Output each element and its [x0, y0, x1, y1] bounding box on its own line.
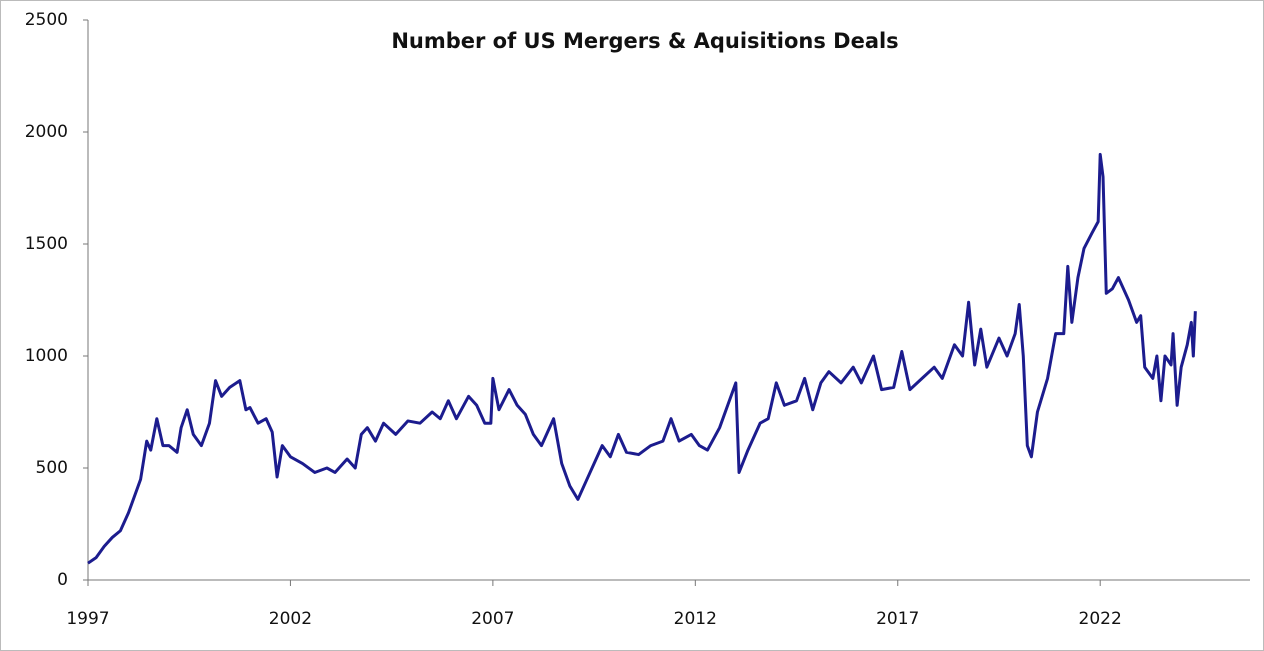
x-tick-label: 2002 [269, 609, 312, 629]
y-tick-label: 500 [36, 458, 68, 478]
x-tick-label: 1997 [66, 609, 109, 629]
x-tick-label: 2017 [876, 609, 919, 629]
chart-title: Number of US Mergers & Aquisitions Deals [391, 29, 898, 53]
y-tick-label: 0 [57, 570, 68, 590]
x-tick-label: 2012 [674, 609, 717, 629]
x-tick-label: 2007 [471, 609, 514, 629]
y-tick-label: 1000 [25, 346, 68, 366]
data-line [87, 152, 1197, 565]
y-tick-label: 1500 [25, 234, 68, 254]
x-tick-label: 2022 [1079, 609, 1122, 629]
y-tick-label: 2000 [25, 122, 68, 142]
y-tick-label: 2500 [25, 10, 68, 30]
